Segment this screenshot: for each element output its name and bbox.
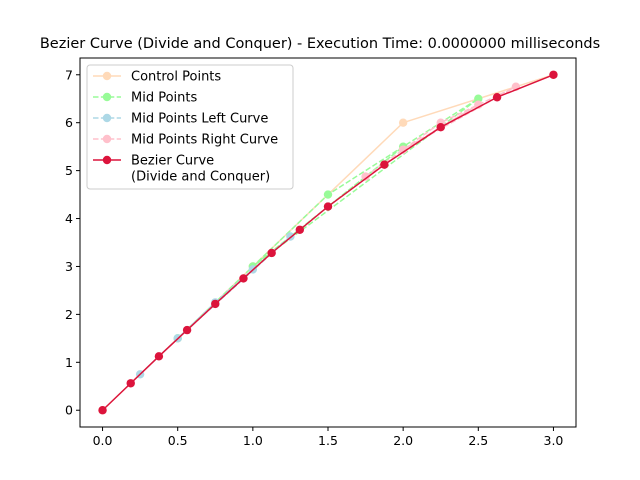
data-point: [267, 248, 276, 258]
y-tick-label: 6: [65, 115, 73, 130]
legend-label: Mid Points: [131, 91, 197, 106]
data-point: [98, 406, 107, 415]
legend-box: [86, 64, 294, 190]
chart-title: Bezier Curve (Divide and Conquer) - Exec…: [40, 36, 600, 52]
y-tick-label: 3: [65, 259, 73, 274]
x-tick-label: 2.5: [468, 433, 488, 448]
data-point: [361, 172, 370, 181]
legend-label-line: Mid Points Left Curve: [131, 112, 268, 127]
data-point: [182, 325, 192, 335]
legend-entry: Mid Points: [93, 91, 197, 106]
data-point: [380, 160, 389, 169]
legend-label-line: Control Points: [131, 70, 221, 85]
data-point: [398, 145, 408, 154]
legend-label: Bezier Curve (Divide and Conquer): [131, 154, 270, 185]
data-point: [295, 225, 305, 234]
legend-marker: [102, 134, 112, 144]
legend-entry: Mid Points Right Curve: [93, 133, 278, 148]
data-point: [474, 94, 483, 103]
legend-entry: Mid Points Left Curve: [93, 112, 268, 127]
legend-label-line: Mid Points Right Curve: [131, 133, 278, 148]
series-line: [365, 86, 517, 178]
x-tick-label: 2.0: [393, 433, 413, 448]
x-tick-label: 0.0: [93, 433, 113, 448]
x-tick-label: 0.5: [168, 433, 188, 448]
data-point: [436, 122, 445, 132]
data-point: [211, 299, 220, 309]
series-line: [177, 97, 480, 339]
x-tick-label: 1.5: [318, 433, 338, 448]
legend-entry: Bezier Curve (Divide and Conquer): [93, 154, 270, 185]
x-tick-label: 1.0: [243, 433, 263, 448]
y-tick-label: 4: [65, 211, 73, 226]
y-tick-label: 2: [65, 307, 73, 322]
legend-marker: [102, 155, 112, 165]
data-point: [323, 202, 333, 211]
data-point: [398, 118, 408, 127]
axis-ticks: 0.0 0.5 1.0 1.5 2.0 2.5 3.0 0 1 2 3 4 5 6 7: [65, 67, 563, 448]
legend-marker: [102, 71, 112, 81]
data-point: [126, 379, 135, 388]
y-tick-label: 0: [65, 403, 73, 418]
y-tick-label: 5: [65, 163, 73, 178]
legend-label: Control Points: [131, 70, 221, 85]
legend-marker: [102, 92, 112, 102]
series-bezier-curve-divide-and-conquer: [98, 70, 558, 415]
legend-label-line: Mid Points: [131, 91, 197, 106]
y-tick-label: 7: [65, 67, 73, 82]
x-tick-label: 3.0: [544, 433, 564, 448]
legend-marker: [102, 113, 112, 123]
legend-label-line: Bezier Curve: [131, 154, 214, 169]
data-point: [154, 352, 164, 361]
legend-entry: Control Points: [93, 70, 221, 85]
series-layer: [98, 70, 558, 415]
data-point: [549, 70, 558, 79]
legend-label-line: (Divide and Conquer): [131, 170, 270, 185]
y-tick-label: 1: [65, 355, 73, 370]
data-point: [239, 274, 248, 283]
legend-label: Mid Points Right Curve: [131, 133, 278, 148]
legend-label: Mid Points Left Curve: [131, 112, 268, 127]
legend: Control Points Mid Points Mid Points Left …: [86, 64, 294, 190]
data-point: [492, 93, 502, 102]
data-point: [323, 190, 333, 199]
